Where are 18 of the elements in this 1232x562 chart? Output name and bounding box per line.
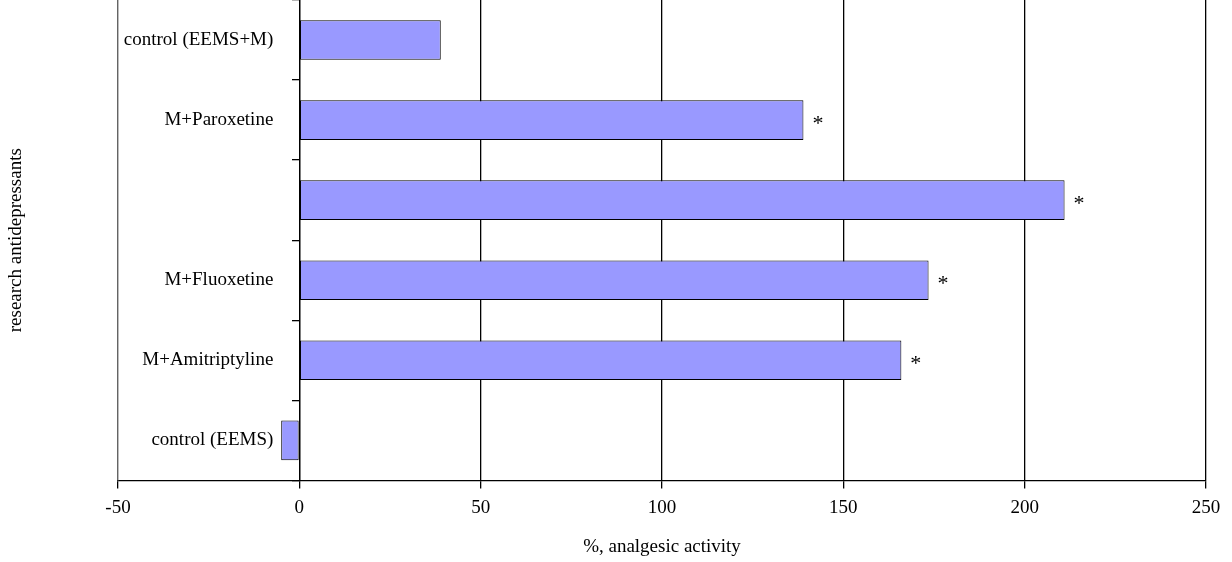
x-tick-label: 250 — [1191, 495, 1221, 517]
annotation: * — [910, 350, 922, 376]
annotation: * — [812, 109, 824, 135]
x-axis-title: %, analgesic activity — [583, 534, 742, 556]
y-tick-label: control (EEMS+M) — [123, 28, 274, 51]
y-tick-label: M+Amitriptyline — [142, 348, 274, 370]
y-axis-title: research antidepressants — [3, 148, 25, 333]
annotation: * — [1073, 189, 1085, 215]
annotation: * — [937, 270, 949, 296]
y-tick-label: control (EEMS) — [151, 428, 274, 451]
x-tick-label: 50 — [471, 495, 491, 517]
x-tick-label: 100 — [647, 495, 677, 517]
x-tick-label: 200 — [1010, 495, 1039, 517]
y-tick-label: M+Paroxetine — [164, 108, 274, 130]
x-tick-label: -50 — [105, 495, 131, 517]
x-tick-label: 0 — [294, 495, 305, 517]
y-tick-label: M+Fluoxetine — [164, 268, 274, 290]
x-tick-label: 150 — [829, 495, 858, 517]
